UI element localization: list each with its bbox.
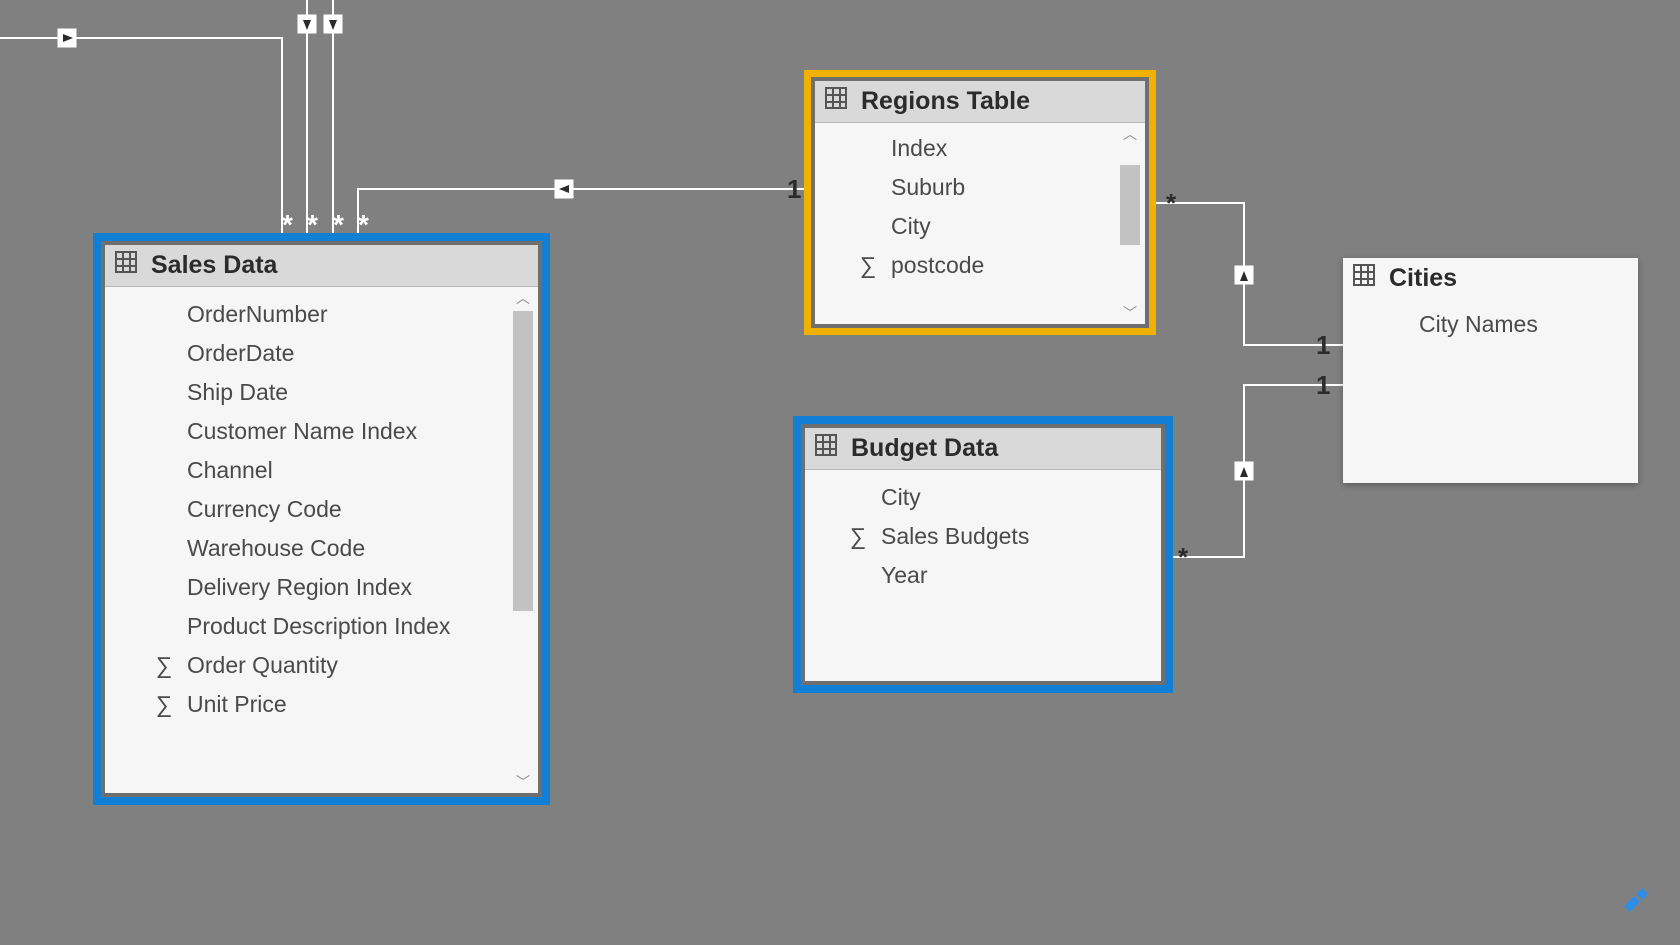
svg-text:*: * — [1178, 542, 1189, 572]
table-budget[interactable]: Budget Data City ∑Sales Budgets Year — [793, 416, 1173, 693]
field-row[interactable]: Product Description Index — [141, 607, 538, 646]
field-row[interactable]: ∑Order Quantity — [141, 646, 538, 685]
svg-text:1: 1 — [787, 174, 801, 204]
field-row[interactable]: Warehouse Code — [141, 529, 538, 568]
svg-text:1: 1 — [1316, 370, 1330, 400]
table-header-sales[interactable]: Sales Data — [105, 245, 538, 287]
field-row[interactable]: Index — [845, 129, 1145, 168]
field-row[interactable]: Currency Code — [141, 490, 538, 529]
table-header-regions[interactable]: Regions Table — [815, 81, 1145, 123]
table-cities[interactable]: Cities City Names — [1343, 258, 1638, 483]
field-row[interactable]: OrderNumber — [141, 295, 538, 334]
scroll-down-icon[interactable]: ﹀ — [1123, 306, 1137, 320]
scroll-up-icon[interactable]: ︿ — [516, 291, 530, 305]
table-icon — [1353, 264, 1375, 293]
scrollbar[interactable]: ︿ ﹀ — [511, 291, 535, 789]
field-row[interactable]: Year — [835, 556, 1161, 595]
model-canvas[interactable]: * * * * 1 * 1 * 1 Sales Data — [0, 0, 1680, 945]
scrollbar[interactable]: ︿ ﹀ — [1118, 127, 1142, 320]
sigma-icon: ∑ — [141, 652, 187, 679]
field-list-cities[interactable]: City Names — [1343, 299, 1638, 483]
field-row[interactable]: ∑Sales Budgets — [835, 517, 1161, 556]
edit-icon[interactable] — [1618, 888, 1652, 917]
field-row[interactable]: Customer Name Index — [141, 412, 538, 451]
scroll-up-icon[interactable]: ︿ — [1123, 127, 1137, 141]
scroll-down-icon[interactable]: ﹀ — [516, 775, 530, 789]
scroll-thumb[interactable] — [513, 311, 533, 611]
scroll-thumb[interactable] — [1120, 165, 1140, 245]
table-icon — [825, 87, 847, 116]
sigma-icon: ∑ — [845, 252, 891, 279]
field-row[interactable]: City Names — [1373, 305, 1638, 344]
field-row[interactable]: Ship Date — [141, 373, 538, 412]
field-list-budget[interactable]: City ∑Sales Budgets Year — [805, 470, 1161, 681]
field-row[interactable]: City — [835, 478, 1161, 517]
sigma-icon: ∑ — [141, 691, 187, 718]
table-regions[interactable]: Regions Table Index Suburb City ∑postcod… — [804, 70, 1156, 335]
table-title: Budget Data — [851, 434, 998, 463]
table-icon — [815, 434, 837, 463]
field-row[interactable]: Delivery Region Index — [141, 568, 538, 607]
table-header-cities[interactable]: Cities — [1343, 258, 1638, 299]
table-sales-data[interactable]: Sales Data OrderNumber OrderDate Ship Da… — [93, 233, 550, 805]
svg-text:1: 1 — [1316, 330, 1330, 360]
field-list-regions[interactable]: Index Suburb City ∑postcode ︿ ﹀ — [815, 123, 1145, 324]
table-icon — [115, 251, 137, 280]
field-row[interactable]: City — [845, 207, 1145, 246]
svg-text:*: * — [1166, 188, 1177, 218]
field-row[interactable]: ∑postcode — [845, 246, 1145, 285]
field-list-sales[interactable]: OrderNumber OrderDate Ship Date Customer… — [105, 287, 538, 793]
field-row[interactable]: Suburb — [845, 168, 1145, 207]
table-header-budget[interactable]: Budget Data — [805, 428, 1161, 470]
field-row[interactable]: OrderDate — [141, 334, 538, 373]
table-title: Regions Table — [861, 87, 1030, 116]
field-row[interactable]: Channel — [141, 451, 538, 490]
table-title: Sales Data — [151, 251, 277, 280]
sigma-icon: ∑ — [835, 523, 881, 550]
table-title: Cities — [1389, 264, 1457, 293]
field-row[interactable]: ∑Unit Price — [141, 685, 538, 724]
